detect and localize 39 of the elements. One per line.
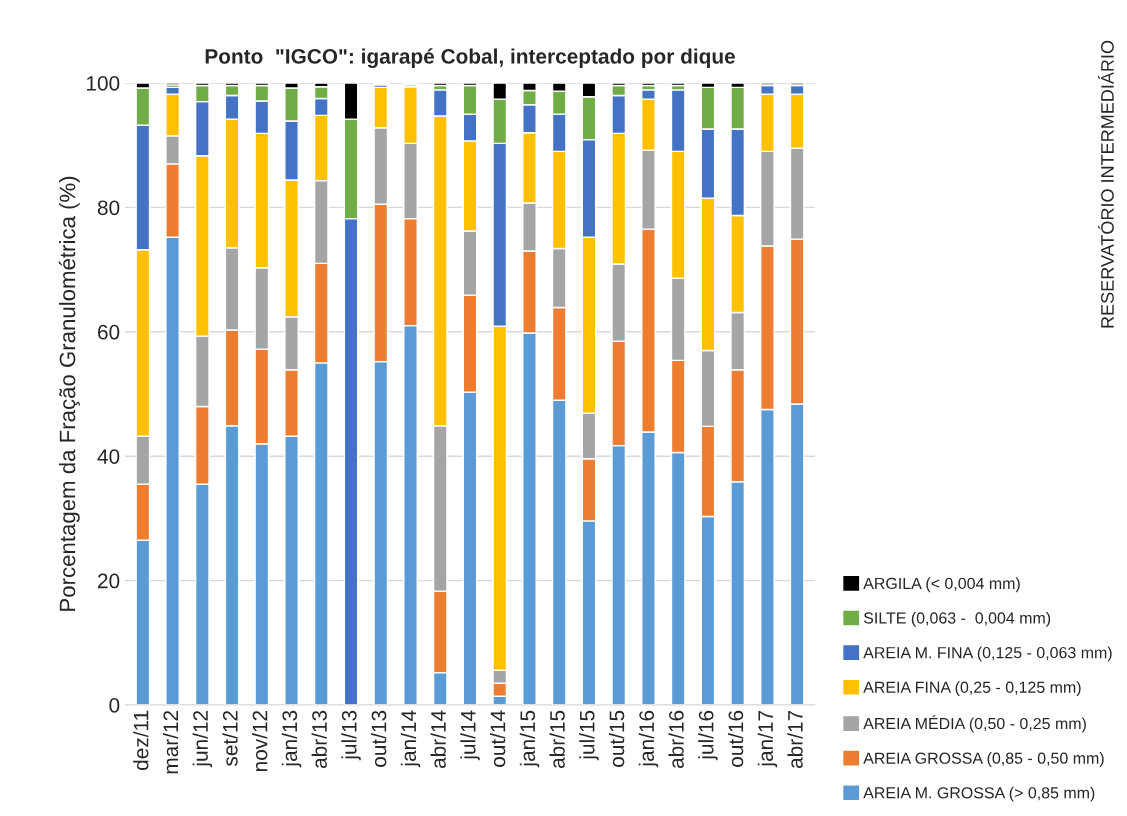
- x-tick-label: abr/15: [549, 710, 565, 769]
- x-tick-label: abr/14: [430, 710, 446, 769]
- x-tick-label: out/14: [490, 710, 506, 767]
- x-tick-label: out/16: [727, 710, 744, 767]
- x-tick-label: jan/15: [519, 710, 540, 768]
- x-tick-label: out/13: [371, 710, 387, 767]
- x-tick-label: jul/14: [460, 710, 480, 761]
- x-tick-label: mar/12: [162, 710, 179, 774]
- x-tick-label: jan/16: [638, 710, 659, 768]
- y-tick-label: 100: [86, 76, 120, 91]
- x-tick-label: jul/13: [341, 710, 361, 761]
- x-tick-label: abr/17: [787, 710, 803, 769]
- x-tick-label: out/15: [609, 710, 625, 767]
- y-tick-label: 80: [97, 200, 120, 216]
- x-tick-label: jul/15: [579, 710, 599, 761]
- x-tick-label: jan/13: [281, 710, 302, 768]
- x-tick-label: jun/12: [192, 710, 213, 768]
- y-tick-label: 0: [109, 698, 120, 713]
- text: RESERVATÓRIO INTERMEDIÁRIO: [1098, 40, 1114, 328]
- x-tick-label: abr/13: [311, 710, 327, 769]
- legend-label: SILTE (0,063 - 0,004 mm): [863, 611, 1051, 627]
- legend-label: ARGILA (< 0,004 mm): [863, 577, 1020, 593]
- x-tick-label: dez/11: [133, 710, 149, 770]
- y-tick-label: 20: [98, 573, 120, 589]
- x-tick-label: jan/14: [400, 710, 421, 768]
- legend-label: AREIA MÉDIA (0,50 - 0,25 mm): [863, 715, 1086, 733]
- legend-label: AREIA FINA (0,25 - 0,125 mm): [863, 681, 1081, 697]
- legend-label: AREIA M. GROSSA (> 0,85 mm): [863, 786, 1095, 802]
- y-axis-title: Porcentagem da Fração Granulométrica (%): [58, 176, 80, 611]
- x-tick-label: set/12: [222, 710, 238, 767]
- x-tick-label: jan/17: [757, 710, 778, 768]
- y-tick-label: 40: [97, 449, 120, 464]
- legend-label: AREIA GROSSA (0,85 - 0,50 mm): [863, 752, 1104, 767]
- y-tick-label: 60: [98, 324, 120, 340]
- x-tick-label: nov/12: [252, 710, 268, 772]
- x-tick-label: jul/16: [698, 710, 718, 761]
- chart-title: Ponto "IGCO": igarapé Cobal, interceptado por dique: [205, 48, 735, 68]
- x-tick-label: abr/16: [668, 710, 684, 769]
- legend-label: AREIA M. FINA (0,125 - 0,063 mm): [863, 646, 1112, 662]
